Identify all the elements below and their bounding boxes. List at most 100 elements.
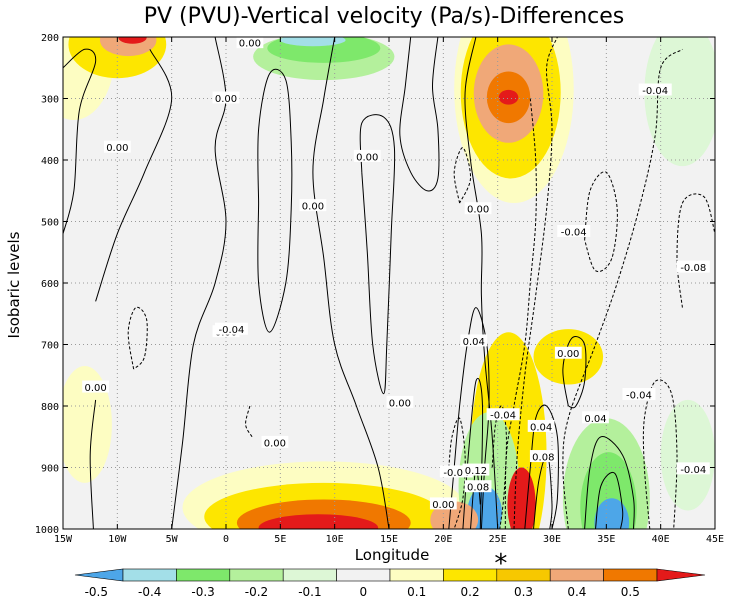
colorbar-label: 0.3 [514,585,533,599]
contour-line [453,147,472,204]
contour-lines [63,37,715,529]
contour-label: -0.04 [561,227,587,238]
contour-label-bg [464,480,492,493]
contour-line [448,307,490,529]
x-tick-label: 10W [108,534,127,545]
contour-label-bg [527,419,555,432]
contour-label: 0.08 [532,453,554,464]
contour-line [312,37,390,529]
contour-label-bg [103,140,131,153]
contour-label: 0.00 [467,205,489,216]
y-axis-ticks: 200 300 400 500 600 700 800 900 1000 [35,33,715,536]
x-tick-label: 25E [489,534,507,545]
colorbar-label: -0.3 [191,585,214,599]
colorbar-high-arrow [656,568,706,582]
y-tick-label: 900 [41,464,59,475]
shade-blob [660,399,715,511]
colorbar-label: 0.1 [407,585,426,599]
colorbar-label: -0.1 [298,585,321,599]
contour-label-bg [429,497,457,510]
y-tick-label: 500 [41,218,59,229]
contour-line [595,471,624,529]
y-tick-label: 600 [41,279,59,290]
shade-blob [594,498,630,529]
colorbar-low-arrow [74,568,124,582]
contour-line [359,114,396,395]
contour-line [584,436,635,529]
x-tick-label: 45E [706,534,724,545]
colorbar-box [603,568,658,582]
colorbar-label: 0 [359,585,367,599]
colorbar-label: 0.4 [567,585,586,599]
contour-line [63,48,97,234]
contour-label: 0.12 [465,466,487,477]
colorbar: -0.5 -0.4 -0.3 -0.2 -0.1 0 0.1 0.2 0.3 0.4 0.5 [74,568,706,599]
colorbar-box [282,568,337,582]
x-tick-label: 20E [434,534,452,545]
contour-label-bg [460,334,488,347]
contour-label: 0.00 [264,438,286,449]
contour-label-bg [638,83,672,96]
shade-blob [280,37,346,47]
contour-label: -0.08 [680,263,706,274]
colorbar-label: 0.2 [461,585,480,599]
contour-line [464,37,499,529]
colorbar-box [176,568,231,582]
contour-label: 0.00 [389,398,411,409]
y-axis-label: Isobaric levels [5,231,23,338]
contour-label: -0.04 [642,86,668,97]
contour-line [127,306,148,370]
contour-label-bg [386,395,414,408]
x-tick-label: 15W [54,534,73,545]
contour-label: -0.04 [626,390,652,401]
contour-label: 0.08 [467,483,489,494]
colorbar-box [336,568,391,582]
contour-label-bg [462,463,490,476]
contour-label: 0.00 [84,383,106,394]
shade-blob [63,366,112,483]
contour-line [448,417,466,529]
contour-line [584,171,618,273]
shade-blob [644,37,715,167]
x-tick-label: 30E [543,534,561,545]
colorbar-label: -0.4 [138,585,161,599]
shade-blob [258,514,379,529]
contour-line [491,405,507,529]
colorbar-label: -0.5 [85,585,108,599]
contour-label: 0.00 [215,94,237,105]
contour-labels: 0.00 0.00 0.00 0.00 0.00 0.00 0.00 0.00 0.00 0.00… [82,37,710,511]
contour-line [171,37,227,529]
contour-line [562,336,587,409]
contour-line [95,49,173,302]
colorbar-label: -0.2 [245,585,268,599]
contour-label-bg [299,199,327,212]
contour-label-bg [557,224,591,237]
colorbar-box [549,568,604,582]
contour-label-bg [353,149,381,162]
y-tick-label: 400 [41,156,59,167]
x-tick-label: 35E [597,534,615,545]
shade-blob [507,467,536,529]
x-tick-label: 5W [166,534,179,545]
contour-label-bg [214,322,248,335]
y-tick-label: 700 [41,341,59,352]
contour-label-bg [582,411,609,424]
x-tick-label: 10E [326,534,344,545]
contour-label: 0.00 [557,349,579,360]
x-tick-label: 40E [652,534,670,545]
contour-line [399,37,440,192]
contour-label-bg [236,37,264,49]
contour-label-bg [554,346,582,359]
contour-label-bg [82,380,109,393]
colorbar-label: 0.5 [621,585,640,599]
shade-blob [118,37,147,44]
contour-line [513,37,558,529]
x-tick-label: 5E [274,534,286,545]
x-axis-ticks: 15W 10W 5W 0 5E 10E 15E 20E 25E 30E 35E 40E 45E [54,37,724,545]
contour-label-bg [676,260,710,273]
contour-label: 0.00 [302,202,324,213]
chart-title: PV (PVU)-Vertical velocity (Pa/s)-Differ… [144,4,624,29]
contour-line [676,193,715,308]
contour-label-bg [212,91,240,104]
